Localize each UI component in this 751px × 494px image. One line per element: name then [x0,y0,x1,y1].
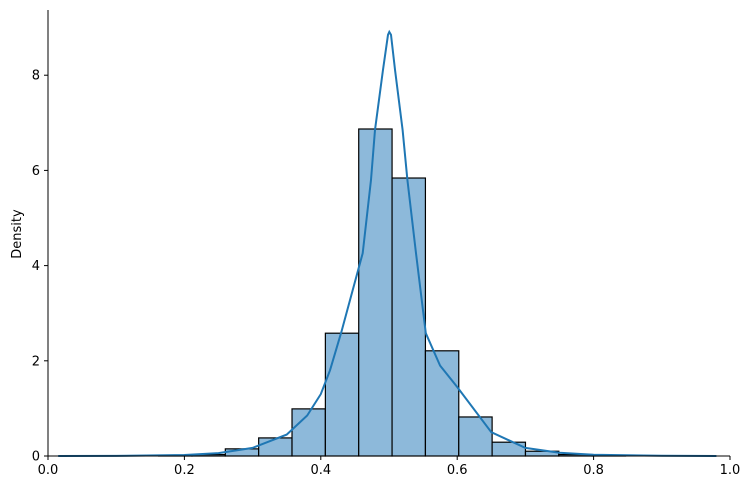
x-tick-label: 0.0 [38,463,59,478]
histogram-bar [292,409,325,456]
y-tick-label: 2 [32,354,40,369]
x-tick-label: 0.8 [583,463,604,478]
x-tick-label: 0.6 [447,463,468,478]
histogram-bar [359,129,392,456]
histogram-bar [459,417,492,456]
histogram-bar [259,438,292,456]
y-tick-label: 4 [32,259,40,274]
y-ticks: 0 2 4 6 8 [32,69,48,465]
y-tick-label: 6 [32,164,40,179]
histogram-bar [392,178,425,456]
histogram-bar [325,333,358,456]
y-tick-label: 0 [32,450,40,465]
x-tick-label: 1.0 [720,463,741,478]
x-tick-label: 0.4 [310,463,331,478]
y-axis-label: Density [10,209,25,259]
bars-group [159,129,626,456]
histogram-bar [492,442,525,456]
x-tick-label: 0.2 [174,463,195,478]
y-tick-label: 8 [32,69,40,84]
x-ticks: 0.0 0.2 0.4 0.6 0.8 1.0 [38,456,741,478]
